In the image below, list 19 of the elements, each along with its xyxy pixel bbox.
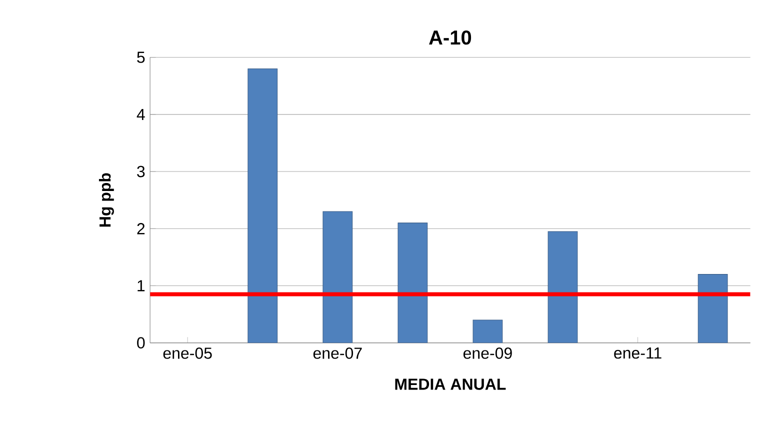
bar: [472, 320, 503, 343]
y-tick-label: 4: [136, 108, 145, 120]
y-tick-label: 5: [137, 52, 145, 63]
x-tick-label: ene-05: [163, 347, 212, 359]
y-tick-label: 2: [137, 222, 145, 234]
x-tick-label: ene-07: [313, 347, 362, 359]
chart-title: A-10: [429, 30, 472, 45]
y-tick-label: 1: [138, 280, 145, 292]
x-axis-title: MEDIA ANUAL: [395, 378, 506, 390]
y-tick-label: 3: [137, 166, 145, 178]
y-tick-label: 0: [137, 337, 145, 348]
bar: [698, 274, 728, 343]
bar: [322, 211, 353, 343]
x-tick-label: ene-11: [614, 347, 662, 359]
x-tick-label: ene-09: [463, 347, 512, 359]
bar: [248, 68, 278, 343]
y-axis-title: Hg ppb: [98, 173, 114, 226]
bar: [398, 222, 428, 343]
bar: [548, 231, 578, 343]
